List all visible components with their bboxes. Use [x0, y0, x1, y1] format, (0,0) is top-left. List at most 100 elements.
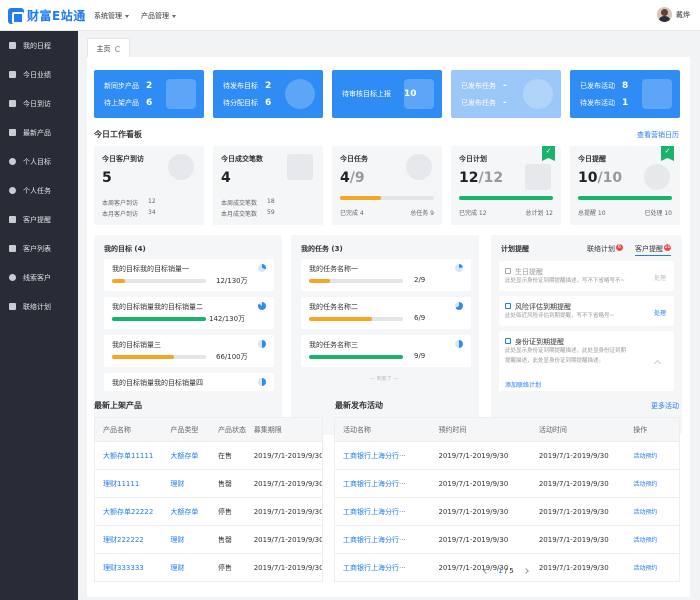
pie-icon [455, 340, 463, 348]
card-today-visits[interactable]: 今日客户到访 5 本周客户到访 12 本月客户到访 34 [94, 146, 204, 225]
table-row[interactable]: 工商银行上海分行··· 2019/7/1-2019/9/30 2019/7/1-… [335, 469, 679, 497]
sidebar-item-performance[interactable]: 今日业绩 [0, 60, 78, 89]
reserve-button[interactable]: 活动预约 [633, 537, 658, 544]
marketing-calendar-link[interactable]: 查看营销日历 [637, 131, 679, 139]
table-row[interactable]: 大额存单11111 大额存单 在售 2019/7/1-2019/9/30 [95, 441, 322, 469]
tab-home[interactable]: 主页 [87, 38, 130, 58]
current-page: 1 [498, 567, 503, 575]
activities-title: 最新发布活动 [335, 401, 383, 410]
goal-item[interactable]: 我的目标销量我的目标销量二 142/130万 [104, 297, 274, 329]
bell-icon [9, 216, 16, 223]
check-icon: ✓ [542, 146, 555, 161]
task-item[interactable]: 我的任务名称二 6/9 [301, 297, 471, 329]
reserve-button[interactable]: 活动预约 [633, 453, 658, 460]
smile-icon [168, 154, 194, 180]
goal-item[interactable]: 我的目标销量我的目标销量四 [104, 373, 274, 391]
progress-bar [578, 196, 672, 200]
table-row[interactable]: 工商银行上海分行··· 2019/7/1-2019/9/30 2019/7/1-… [335, 553, 679, 581]
pagination: 1 / 5 [483, 567, 529, 575]
logo[interactable]: 财富E站通 [8, 7, 86, 24]
sidebar-item-tasks[interactable]: 个人任务 [0, 176, 78, 205]
card-today-reminders[interactable]: 今日提醒 10/10 ✓ 总提醒 10 已处理 10 [570, 146, 680, 225]
check-icon: ✓ [661, 146, 674, 161]
refresh-icon[interactable] [114, 45, 121, 52]
sidebar-item-leads[interactable]: 线索客户 [0, 263, 78, 292]
task-item[interactable]: 我的任务名称一 2/9 [301, 259, 471, 291]
sidebar-item-products[interactable]: 最新产品 [0, 118, 78, 147]
upload-icon [404, 79, 434, 109]
progress-bar [459, 196, 553, 200]
card-today-plans[interactable]: 今日计划 12/12 ✓ 已完成 12 总计划 12 [451, 146, 561, 225]
table-header: 产品名称 产品类型 产品状态 募集期限 [95, 418, 322, 441]
stat-card-goals[interactable]: 待发布目标 2 待分配目标 6 [213, 70, 323, 118]
reminder-item-birthday[interactable]: 生日提醒 此处显示身份证到期提醒描述，写不下省略号不~ 处理 [499, 261, 674, 291]
goal-item[interactable]: 我的目标销量三 66/100万 [104, 335, 274, 367]
nav-product-management[interactable]: 产品管理 [141, 11, 176, 21]
sidebar-item-contact-plan[interactable]: 联络计划 [0, 292, 78, 321]
logo-text: 财富E站通 [27, 9, 86, 23]
tab-bar: 主页 [87, 38, 130, 58]
handle-button[interactable]: 处理 [653, 310, 666, 317]
count-badge: 10 [664, 244, 671, 251]
logo-icon [8, 7, 24, 24]
handle-button[interactable]: 处理 [653, 275, 666, 282]
card-today-tasks[interactable]: 今日任务 4/9 已完成 4 总任务 9 [332, 146, 442, 225]
sidebar: 我的日程 今日业绩 今日到访 最新产品 个人目标 个人任务 客户提醒 客户列表 … [0, 31, 78, 600]
chevron-up-icon[interactable] [653, 359, 662, 368]
pie-icon [455, 302, 463, 310]
add-contact-plan-link[interactable]: 添加联络计划 [505, 382, 542, 389]
tab-contact-plan[interactable]: 联络计划 6 [587, 244, 623, 253]
pie-icon [258, 378, 266, 386]
top-bar: 财富E站通 系统管理 产品管理 戴烨 [0, 0, 700, 31]
chevron-left-icon[interactable] [483, 568, 489, 574]
stat-card-products[interactable]: 新同步产品 2 待上架产品 6 [94, 70, 204, 118]
my-goals-panel: 我的目标 (4) 我的目标我的目标销量一 12/130万 我的目标销量我的目标销… [94, 235, 282, 435]
bag-icon [166, 79, 196, 109]
gift-icon [505, 268, 511, 274]
table-row[interactable]: 工商银行上海分行··· 2019/7/1-2019/9/30 2019/7/1-… [335, 441, 679, 469]
table-row[interactable]: 工商银行上海分行··· 2019/7/1-2019/9/30 2019/7/1-… [335, 525, 679, 553]
id-card-icon [505, 338, 511, 344]
calendar-icon [9, 42, 16, 49]
table-row[interactable]: 工商银行上海分行··· 2019/7/1-2019/9/30 2019/7/1-… [335, 497, 679, 525]
chevron-right-icon[interactable] [522, 568, 529, 574]
plan-icon [9, 303, 16, 310]
table-row[interactable]: 理财11111 理财 售罄 2019/7/1-2019/9/30 [95, 469, 322, 497]
avatar [657, 7, 672, 22]
tab-customer-reminder[interactable]: 客户提醒10 [635, 244, 671, 256]
chevron-down-icon [172, 14, 176, 18]
sidebar-item-visits[interactable]: 今日到访 [0, 89, 78, 118]
reserve-button[interactable]: 活动预约 [633, 481, 658, 488]
table-header: 活动名称 预约时间 活动时间 操作 [335, 418, 679, 441]
activities-table: 活动名称 预约时间 活动时间 操作 工商银行上海分行··· 2019/7/1-2… [334, 417, 680, 582]
target-icon [9, 158, 16, 165]
table-row[interactable]: 大额存单22222 大额存单 停售 2019/7/1-2019/9/30 [95, 497, 322, 525]
stat-card-tasks[interactable]: 已发布任务 - 已发布任务 - [451, 70, 561, 118]
list-icon [9, 245, 16, 252]
pie-icon [455, 264, 463, 272]
progress-bar [340, 196, 434, 200]
reserve-button[interactable]: 活动预约 [633, 509, 658, 516]
more-activities-link[interactable]: 更多活动 [651, 402, 679, 410]
goal-item[interactable]: 我的目标我的目标销量一 12/130万 [104, 259, 274, 291]
user-menu[interactable]: 戴烨 [657, 7, 690, 22]
stat-card-activities[interactable]: 已发布活动 8 待发布活动 1 [570, 70, 680, 118]
product-icon [9, 129, 16, 136]
sidebar-item-customers[interactable]: 客户列表 [0, 234, 78, 263]
sidebar-item-schedule[interactable]: 我的日程 [0, 31, 78, 60]
board-title: 今日工作看板 [94, 130, 142, 139]
reminder-item-id-card[interactable]: 身份证到期提醒 此处显示身份证到期提醒描述，此处显身份证到期 提醒描述，此处显身… [499, 331, 674, 391]
nav-system-management[interactable]: 系统管理 [94, 11, 129, 21]
sidebar-item-reminders[interactable]: 客户提醒 [0, 205, 78, 234]
task-item[interactable]: 我的任务名称三 9/9 [301, 335, 471, 367]
reminder-item-risk[interactable]: 风险评估到期提醒 此处临近风险评估到期提醒，写不下省略号~ 处理 [499, 296, 674, 326]
sidebar-item-goals[interactable]: 个人目标 [0, 147, 78, 176]
pie-icon [258, 340, 266, 348]
table-row[interactable]: 理财222222 理财 售罄 2019/7/1-2019/9/30 [95, 525, 322, 553]
star-icon [285, 79, 315, 109]
reserve-button[interactable]: 活动预约 [633, 565, 658, 572]
card-today-deals[interactable]: 今日成交笔数 4 本周成交笔数 18 本月成交笔数 59 [213, 146, 323, 225]
crosshair-icon [406, 154, 432, 180]
stat-card-review[interactable]: 待审核目标上报 10 [332, 70, 442, 118]
table-row[interactable]: 理财333333 理财 停售 2019/7/1-2019/9/30 [95, 553, 322, 581]
